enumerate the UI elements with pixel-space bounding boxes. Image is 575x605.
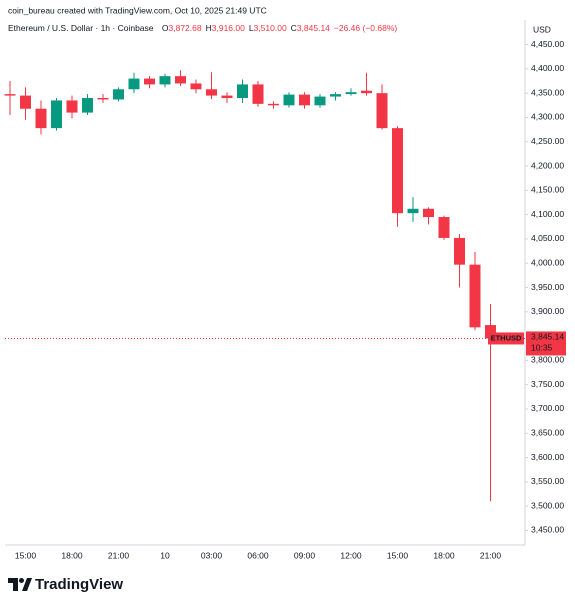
candle-body [97,98,109,100]
y-tick-label: 4,000.00 [531,257,564,267]
ohlc-value: 3,845.14 [297,23,330,33]
x-tick-label: 10 [160,550,170,560]
x-tick-label: 18:00 [433,550,455,560]
candle-body [407,208,419,214]
logo [8,578,32,591]
ohlc-value: 3,916.00 [212,23,245,33]
y-tick-label: 3,750.00 [531,379,564,389]
candle-body [423,208,434,218]
candle-body [113,89,124,100]
candle-body [268,103,279,106]
change: −26.46 (−0.68%) [334,23,397,33]
candle-body [299,94,310,106]
countdown: 10:35 [531,343,553,353]
credit: coin_bureau created with TradingView.com… [8,5,267,15]
ohlc-letter: L [249,23,254,33]
symbol: Ethereum / U.S. Dollar · 1h · Coinbase [8,23,154,33]
candle-body [314,96,326,106]
y-tick-label: 4,200.00 [531,160,564,170]
candle-body [175,76,186,84]
candle-body [159,76,171,85]
brand: TradingView [35,576,123,593]
candle-body [206,89,217,96]
y-tick-label: 3,700.00 [531,403,564,413]
candle-body [330,94,341,97]
candle-body [35,108,47,129]
candle-body [454,237,465,265]
symbol-tag [488,332,524,345]
price-tag [526,331,566,356]
ohlc-value: 3,510.00 [254,23,287,33]
candle-body [190,83,202,90]
candle-body [144,78,155,85]
candle-body [392,128,403,214]
candle-body [438,217,450,238]
y-tick-label: 4,050.00 [531,233,564,243]
y-tick-label: 4,150.00 [531,185,564,195]
candle-body [252,84,264,104]
y-tick-label: 4,250.00 [531,136,564,146]
y-tick-label: 4,300.00 [531,112,564,122]
candle-body [128,78,140,90]
y-tick-label: 3,600.00 [531,452,564,462]
y-tick-label: 4,400.00 [531,63,564,73]
legend-line: Ethereum / U.S. Dollar · 1h · Coinbase O… [8,23,397,33]
y-tick-label: 3,500.00 [531,500,564,510]
candle-body [469,264,481,328]
ohlc-letter: O [162,23,169,33]
candle-body [66,100,78,113]
ohlc-letter: H [206,23,212,33]
candle-body [376,93,388,129]
x-tick-label: 03:00 [201,550,223,560]
candle-body [4,94,16,96]
currency: USD [533,24,551,34]
symbol-tag-label: ETHUSD [491,333,522,342]
ohlc-letter: C [291,23,297,33]
price-tag-label: 3,845.14 [531,332,564,342]
x-tick-label: 21:00 [480,550,502,560]
candle-body [20,95,31,109]
y-tick-label: 3,900.00 [531,306,564,316]
candle-body [51,100,62,129]
candle-body [361,90,372,94]
y-tick-label: 3,450.00 [531,525,564,535]
x-tick-label: 21:00 [108,550,130,560]
x-tick-label: 06:00 [247,550,269,560]
y-tick-label: 4,450.00 [531,39,564,49]
y-tick-label: 3,950.00 [531,282,564,292]
x-tick-label: 15:00 [15,550,37,560]
y-tick-label: 3,650.00 [531,428,564,438]
candle-body [485,325,496,339]
x-tick-label: 12:00 [340,550,362,560]
candle-body [82,98,93,113]
ohlc-value: 3,872.68 [169,23,202,33]
y-tick-label: 4,100.00 [531,209,564,219]
candle-body [221,95,233,99]
candle-body [237,84,248,99]
x-tick-label: 18:00 [61,550,83,560]
candle-body [345,92,357,95]
x-tick-label: 15:00 [387,550,409,560]
y-tick-label: 3,550.00 [531,476,564,486]
y-tick-label: 4,350.00 [531,87,564,97]
y-tick-label: 3,800.00 [531,355,564,365]
candle-body [283,94,295,106]
x-tick-label: 09:00 [294,550,316,560]
